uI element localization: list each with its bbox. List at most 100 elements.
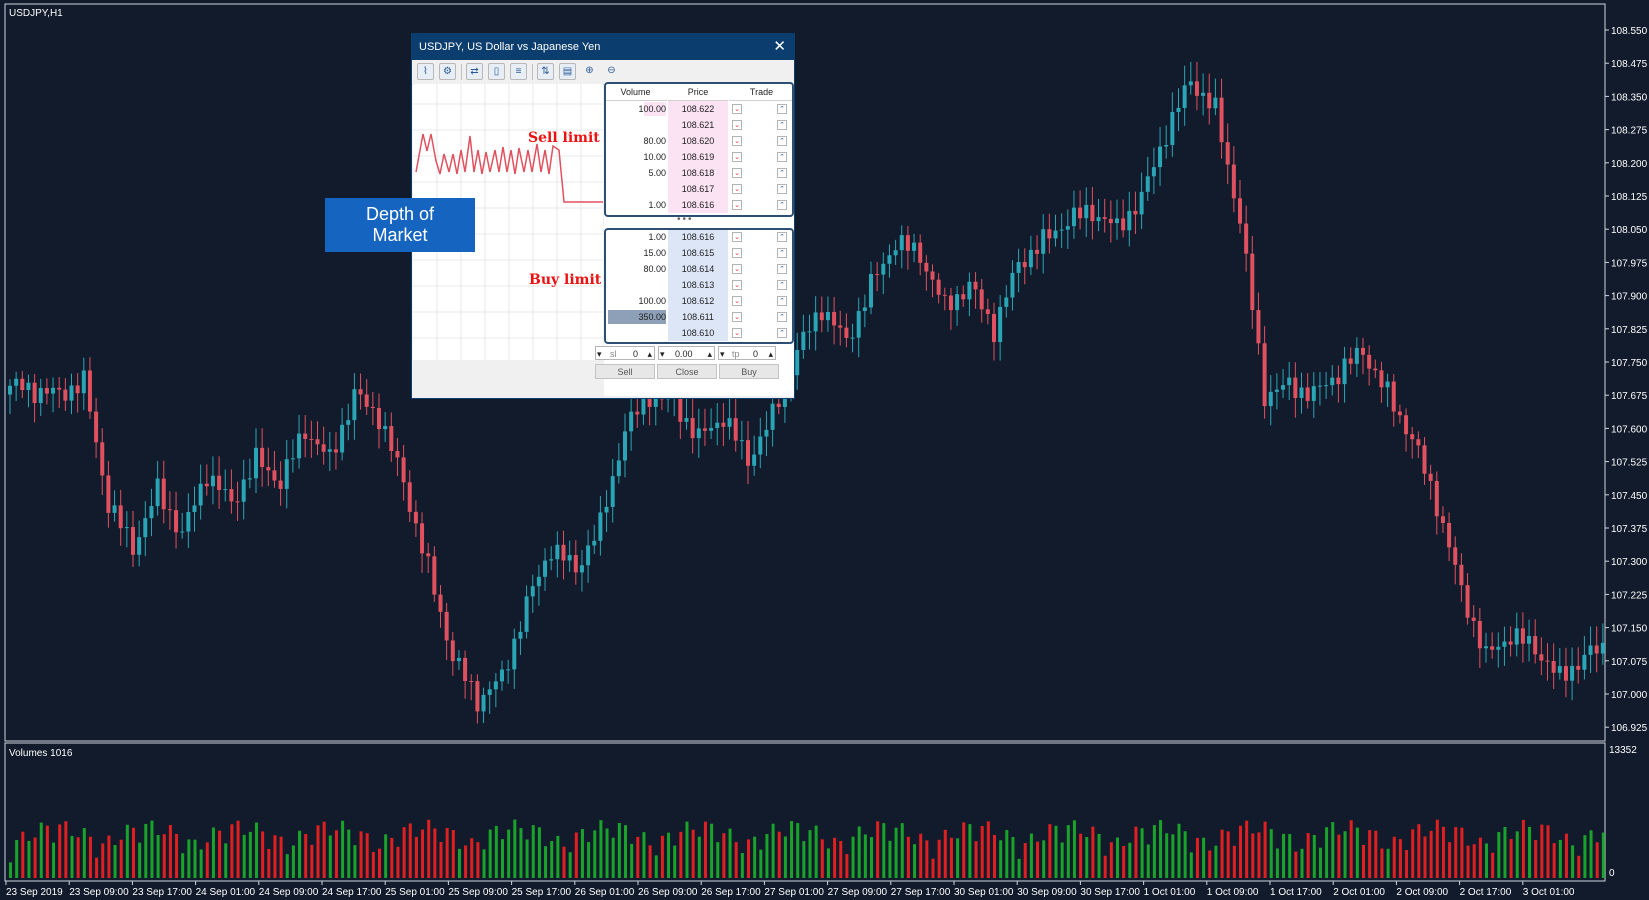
volume-bar [642,832,646,878]
chart-mode-icon[interactable]: ⌇ [417,63,434,80]
sell-limit-arrow-icon[interactable]: ⌄ [732,120,742,130]
volume-bar [1091,826,1095,878]
volume-bar [1552,843,1556,878]
sell-button[interactable]: Sell [595,364,655,379]
sell-limit-arrow-icon[interactable]: ⌄ [732,200,742,210]
sell-row[interactable]: 100.00 108.622 ⌄ ⌃ [604,101,794,117]
volume-bar [1060,842,1064,878]
buy-limit-arrow-icon[interactable]: ⌃ [777,280,787,290]
sell-limit-arrow-icon[interactable]: ⌄ [732,168,742,178]
candle-body [653,394,658,407]
volume-down-icon[interactable]: ▾ [660,349,665,359]
candle-body [167,509,172,511]
sell-stop-arrow-icon[interactable]: ⌄ [732,328,742,338]
buy-row[interactable]: 80.00 108.614 ⌄ ⌃ [604,261,794,277]
sell-row[interactable]: 5.00 108.618 ⌄ ⌃ [604,165,794,181]
zoom-in-icon[interactable]: ⊕ [585,65,594,76]
volume-bar [826,848,830,878]
buy-stop-arrow-icon[interactable]: ⌃ [777,104,787,114]
buy-limit-arrow-icon[interactable]: ⌃ [777,312,787,322]
buy-stop-arrow-icon[interactable]: ⌃ [777,136,787,146]
column-icon[interactable]: ▯ [488,63,505,80]
one-click-trading-icon[interactable]: ⇄ [466,63,483,80]
candle-body [198,483,203,506]
sell-row[interactable]: 10.00 108.619 ⌄ ⌃ [604,149,794,165]
buy-row[interactable]: 350.00 108.611 ⌄ ⌃ [604,309,794,325]
ticks-icon[interactable]: ≡ [510,63,527,80]
sell-stop-arrow-icon[interactable]: ⌄ [732,264,742,274]
buy-stop-arrow-icon[interactable]: ⌃ [777,152,787,162]
volume-bar [679,831,683,878]
settings-icon[interactable]: ⚙ [439,63,456,80]
sell-stop-arrow-icon[interactable]: ⌄ [732,296,742,306]
volume-value: 0.00 [675,349,693,359]
candle-body [961,294,966,300]
volume-bar [193,839,197,878]
volume-bar [814,825,818,878]
volume-up-icon[interactable]: ▴ [707,349,712,359]
price-tick-label: 107.225 [1611,590,1648,601]
sell-row[interactable]: 108.617 ⌄ ⌃ [604,181,794,197]
buy-stop-arrow-icon[interactable]: ⌃ [777,184,787,194]
sl-down-icon[interactable]: ▾ [597,349,602,359]
buy-row[interactable]: 108.613 ⌄ ⌃ [604,277,794,293]
sell-stop-arrow-icon[interactable]: ⌄ [732,232,742,242]
candle-body [1127,210,1132,231]
buy-limit-arrow-icon[interactable]: ⌃ [777,328,787,338]
buy-stop-arrow-icon[interactable]: ⌃ [777,120,787,130]
candle-body [610,476,615,507]
candle-body [1299,387,1304,399]
close-button[interactable]: Close [657,364,717,379]
volume-bar [1558,839,1562,878]
buy-row[interactable]: 1.00 108.616 ⌄ ⌃ [604,229,794,245]
sell-row[interactable]: 80.00 108.620 ⌄ ⌃ [604,133,794,149]
sell-stop-arrow-icon[interactable]: ⌄ [732,248,742,258]
volume-levels-icon[interactable]: ▤ [559,63,576,80]
tp-up-icon[interactable]: ▴ [768,349,773,359]
trade-levels-icon[interactable]: ⇅ [537,63,554,80]
volume-bar [1528,826,1532,878]
sell-limit-arrow-icon[interactable]: ⌄ [732,184,742,194]
tp-down-icon[interactable]: ▾ [720,349,725,359]
price-tick-label: 107.825 [1611,325,1648,336]
sell-limit-arrow-icon[interactable]: ⌄ [732,152,742,162]
sl-up-icon[interactable]: ▴ [647,349,652,359]
volume-bar [82,828,86,878]
zoom-out-icon[interactable]: ⊖ [607,65,616,76]
volume-field[interactable]: ▾ 0.00 ▴ [658,346,715,360]
buy-button[interactable]: Buy [719,364,779,379]
volume-bar [1386,848,1390,878]
volume-bar [1601,832,1605,878]
close-icon[interactable]: ✕ [773,38,786,55]
buy-row[interactable]: 15.00 108.615 ⌄ ⌃ [604,245,794,261]
depth-of-market-window[interactable]: USDJPY, US Dollar vs Japanese Yen ✕ ⌇ ⚙ … [411,33,795,399]
sell-limit-arrow-icon[interactable]: ⌄ [732,136,742,146]
candle-body [81,370,86,394]
volume-bar [1066,825,1070,878]
sell-stop-arrow-icon[interactable]: ⌄ [732,280,742,290]
candle-body [1330,377,1335,386]
take-profit-field[interactable]: ▾ tp 0 ▴ [718,346,776,360]
candle-body [124,527,129,529]
price-tick-label: 107.075 [1611,657,1648,668]
buy-limit-arrow-icon[interactable]: ⌃ [777,248,787,258]
sell-row[interactable]: 1.00 108.616 ⌄ ⌃ [604,197,794,213]
buy-stop-arrow-icon[interactable]: ⌃ [777,200,787,210]
volume-bar [488,829,492,878]
sell-stop-arrow-icon[interactable]: ⌄ [732,312,742,322]
sell-limit-arrow-icon[interactable]: ⌄ [732,104,742,114]
stop-loss-field[interactable]: ▾ sl 0 ▴ [595,346,655,360]
candle-body [1545,660,1550,662]
buy-row[interactable]: 100.00 108.612 ⌄ ⌃ [604,293,794,309]
buy-limit-arrow-icon[interactable]: ⌃ [777,296,787,306]
buy-limit-arrow-icon[interactable]: ⌃ [777,264,787,274]
volume-bar [1349,820,1353,878]
candle-body [1385,381,1390,388]
sell-row[interactable]: 108.621 ⌄ ⌃ [604,117,794,133]
volume-bar [1583,835,1587,878]
buy-limit-arrow-icon[interactable]: ⌃ [777,232,787,242]
buy-row[interactable]: 108.610 ⌄ ⌃ [604,325,794,341]
buy-stop-arrow-icon[interactable]: ⌃ [777,168,787,178]
dom-title-bar[interactable]: USDJPY, US Dollar vs Japanese Yen ✕ [412,34,794,60]
